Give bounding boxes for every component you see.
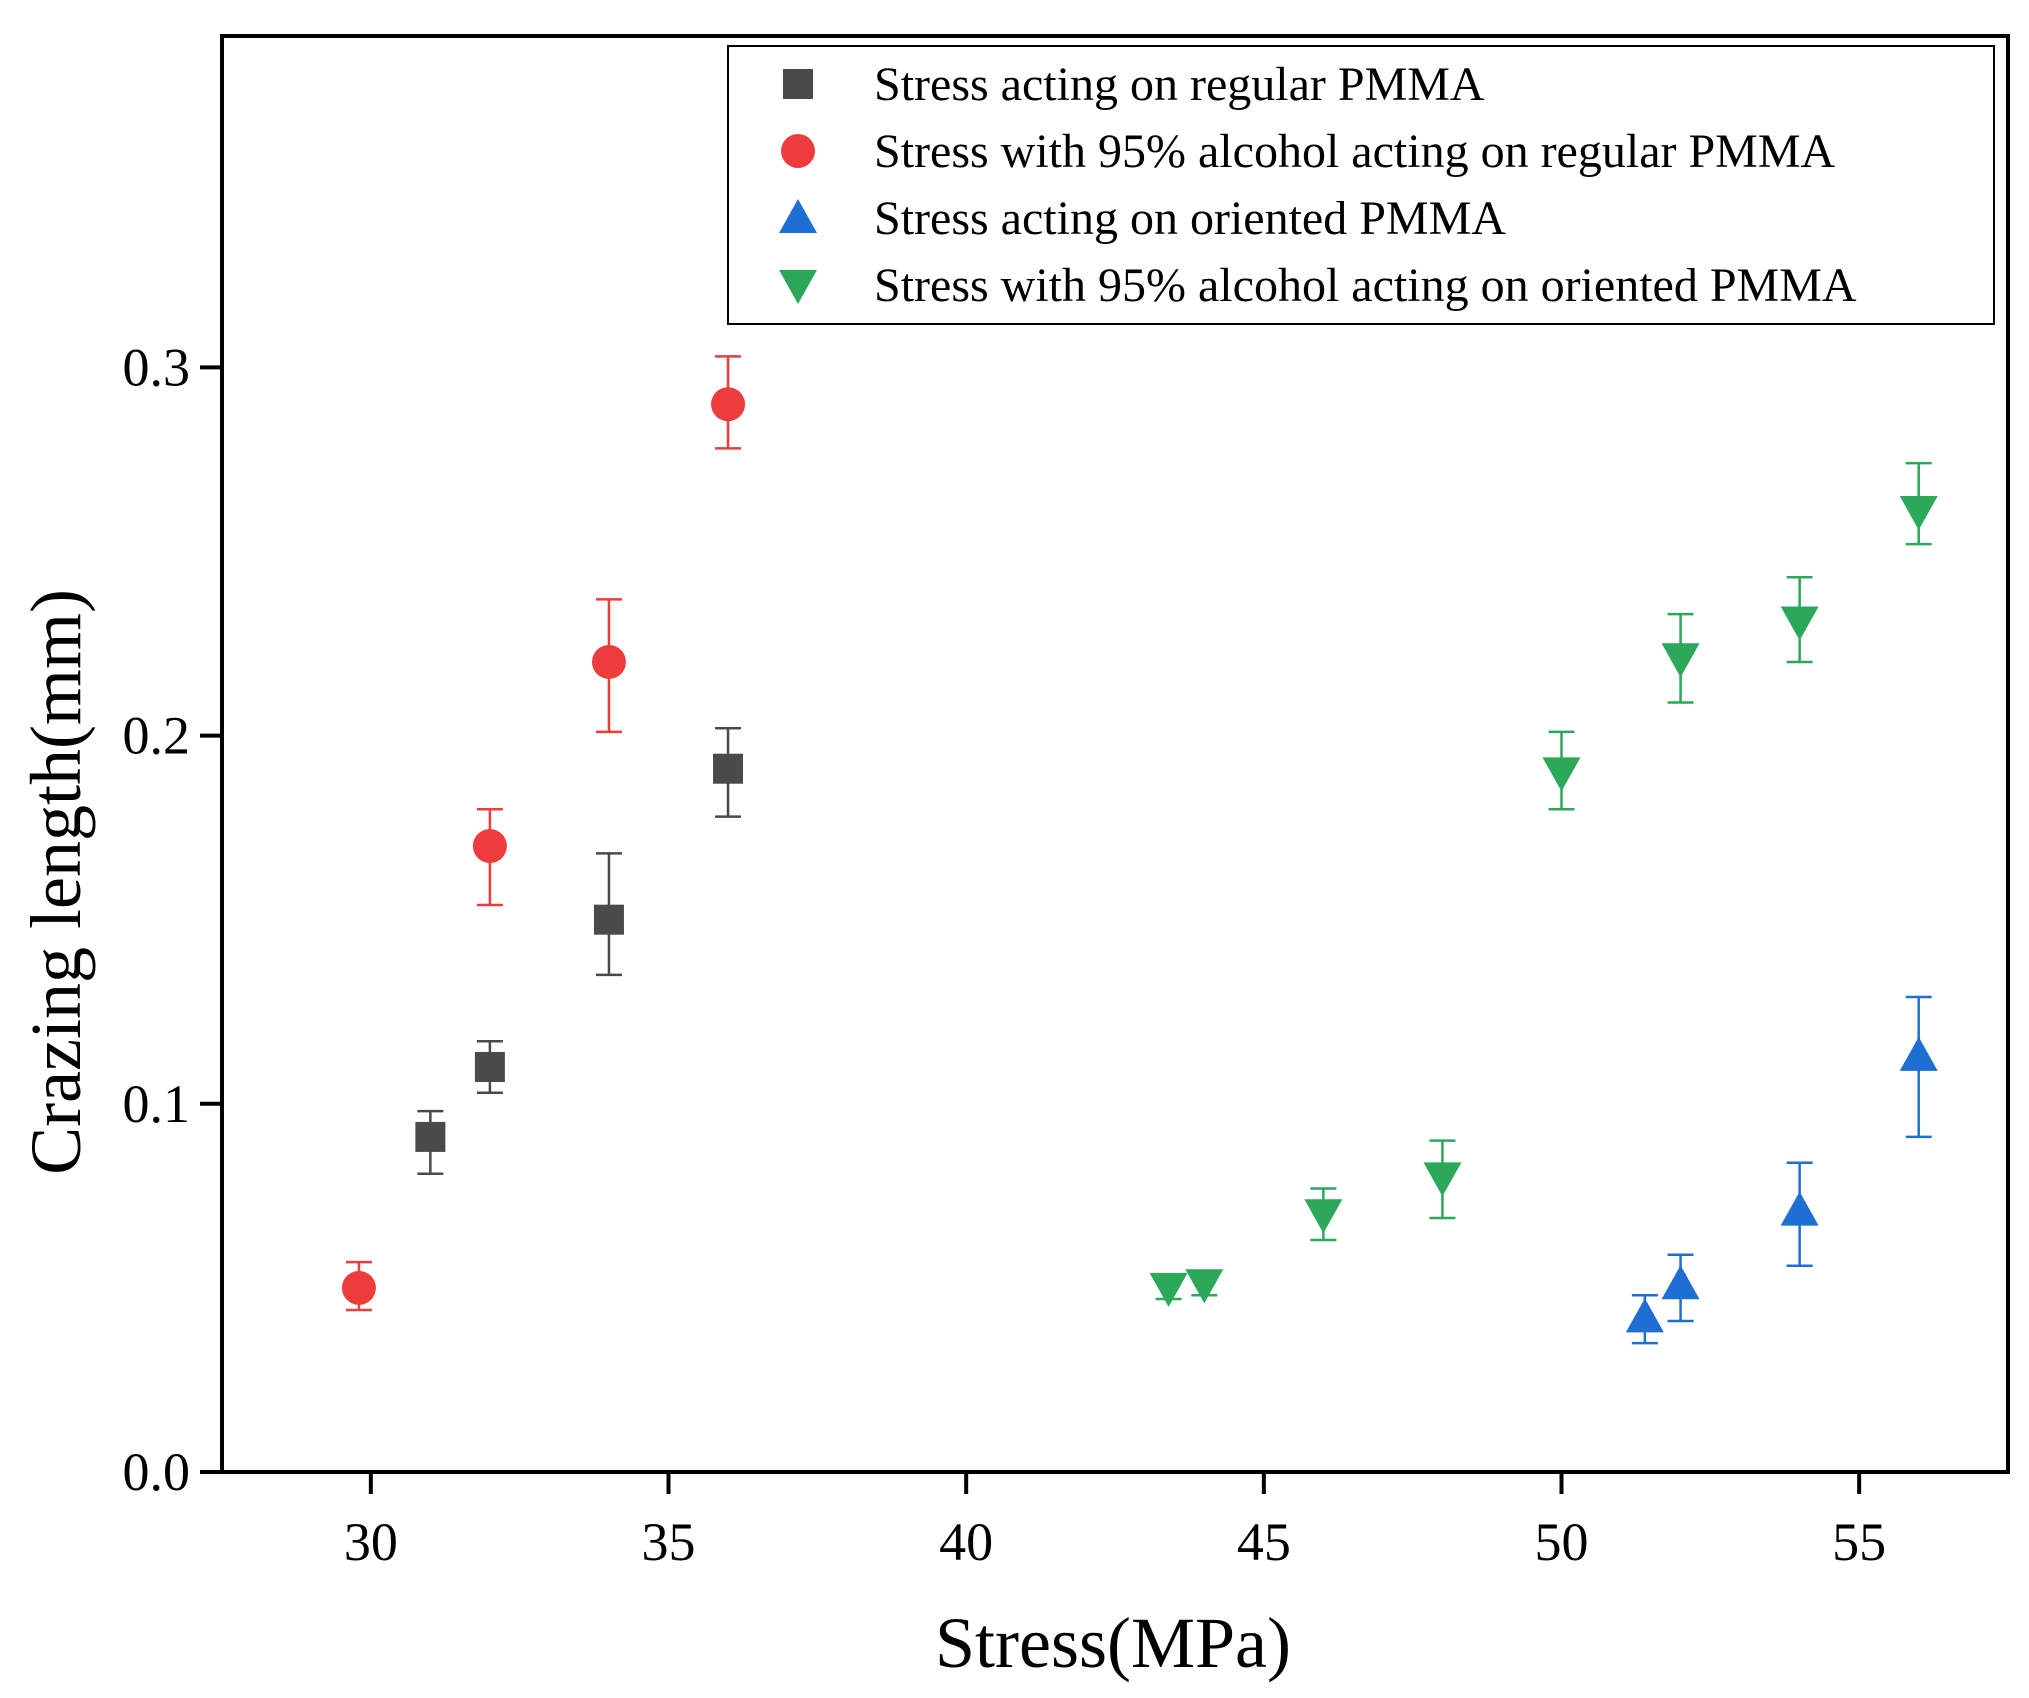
series-1 (415, 726, 744, 1176)
data-point (711, 387, 746, 422)
data-point (1661, 1265, 1700, 1300)
x-axis-title: Stress(MPa) (935, 1603, 1291, 1683)
legend-marker (783, 69, 813, 99)
data-point (1780, 606, 1819, 641)
data-series (341, 355, 1938, 1345)
y-tick-label: 0.3 (123, 337, 191, 397)
legend-label: Stress with 95% alcohol acting on regula… (874, 125, 1836, 178)
y-tick-label: 0.1 (123, 1074, 191, 1134)
legend-label: Stress acting on oriented PMMA (874, 192, 1506, 245)
series-2 (341, 355, 746, 1312)
data-point (591, 644, 626, 679)
x-tick-label: 40 (939, 1512, 993, 1572)
legend-marker (781, 134, 815, 168)
axis-ticks: 30 35 40 45 50 55 0.0 0.1 0.2 0.3 (123, 337, 1887, 1572)
data-point (1780, 1191, 1819, 1226)
series-3 (1625, 995, 1938, 1345)
data-point (1423, 1162, 1462, 1197)
x-tick-label: 55 (1832, 1512, 1886, 1572)
plot-frame (220, 34, 2010, 1474)
data-point (415, 1121, 446, 1152)
data-point (1149, 1272, 1188, 1307)
data-point (1899, 495, 1938, 530)
y-axis-title: Crazing length(mm) (16, 589, 96, 1175)
plot-border (220, 34, 2010, 1474)
legend-label: Stress acting on regular PMMA (874, 58, 1485, 111)
legend-label: Stress with 95% alcohol acting on orient… (874, 259, 1857, 312)
series-4 (1149, 461, 1938, 1307)
legend-box (727, 45, 1995, 325)
y-tick-label: 0.2 (123, 706, 191, 766)
y-tick-label: 0.0 (123, 1442, 191, 1502)
x-tick-label: 45 (1237, 1512, 1291, 1572)
data-point (1185, 1269, 1224, 1304)
data-point (1304, 1199, 1343, 1234)
x-tick-label: 50 (1535, 1512, 1589, 1572)
data-point (341, 1270, 376, 1305)
data-point (472, 829, 507, 864)
x-tick-label: 30 (344, 1512, 398, 1572)
data-point (1542, 757, 1581, 792)
data-point (1661, 643, 1700, 678)
data-point (474, 1051, 505, 1082)
data-point (1899, 1036, 1938, 1071)
data-point (713, 753, 744, 784)
legend: Stress acting on regular PMMA Stress with… (727, 45, 1995, 325)
legend-marker (779, 270, 817, 304)
x-tick-label: 35 (642, 1512, 696, 1572)
data-point (593, 904, 624, 935)
data-point (1625, 1298, 1664, 1333)
legend-marker (779, 199, 817, 233)
